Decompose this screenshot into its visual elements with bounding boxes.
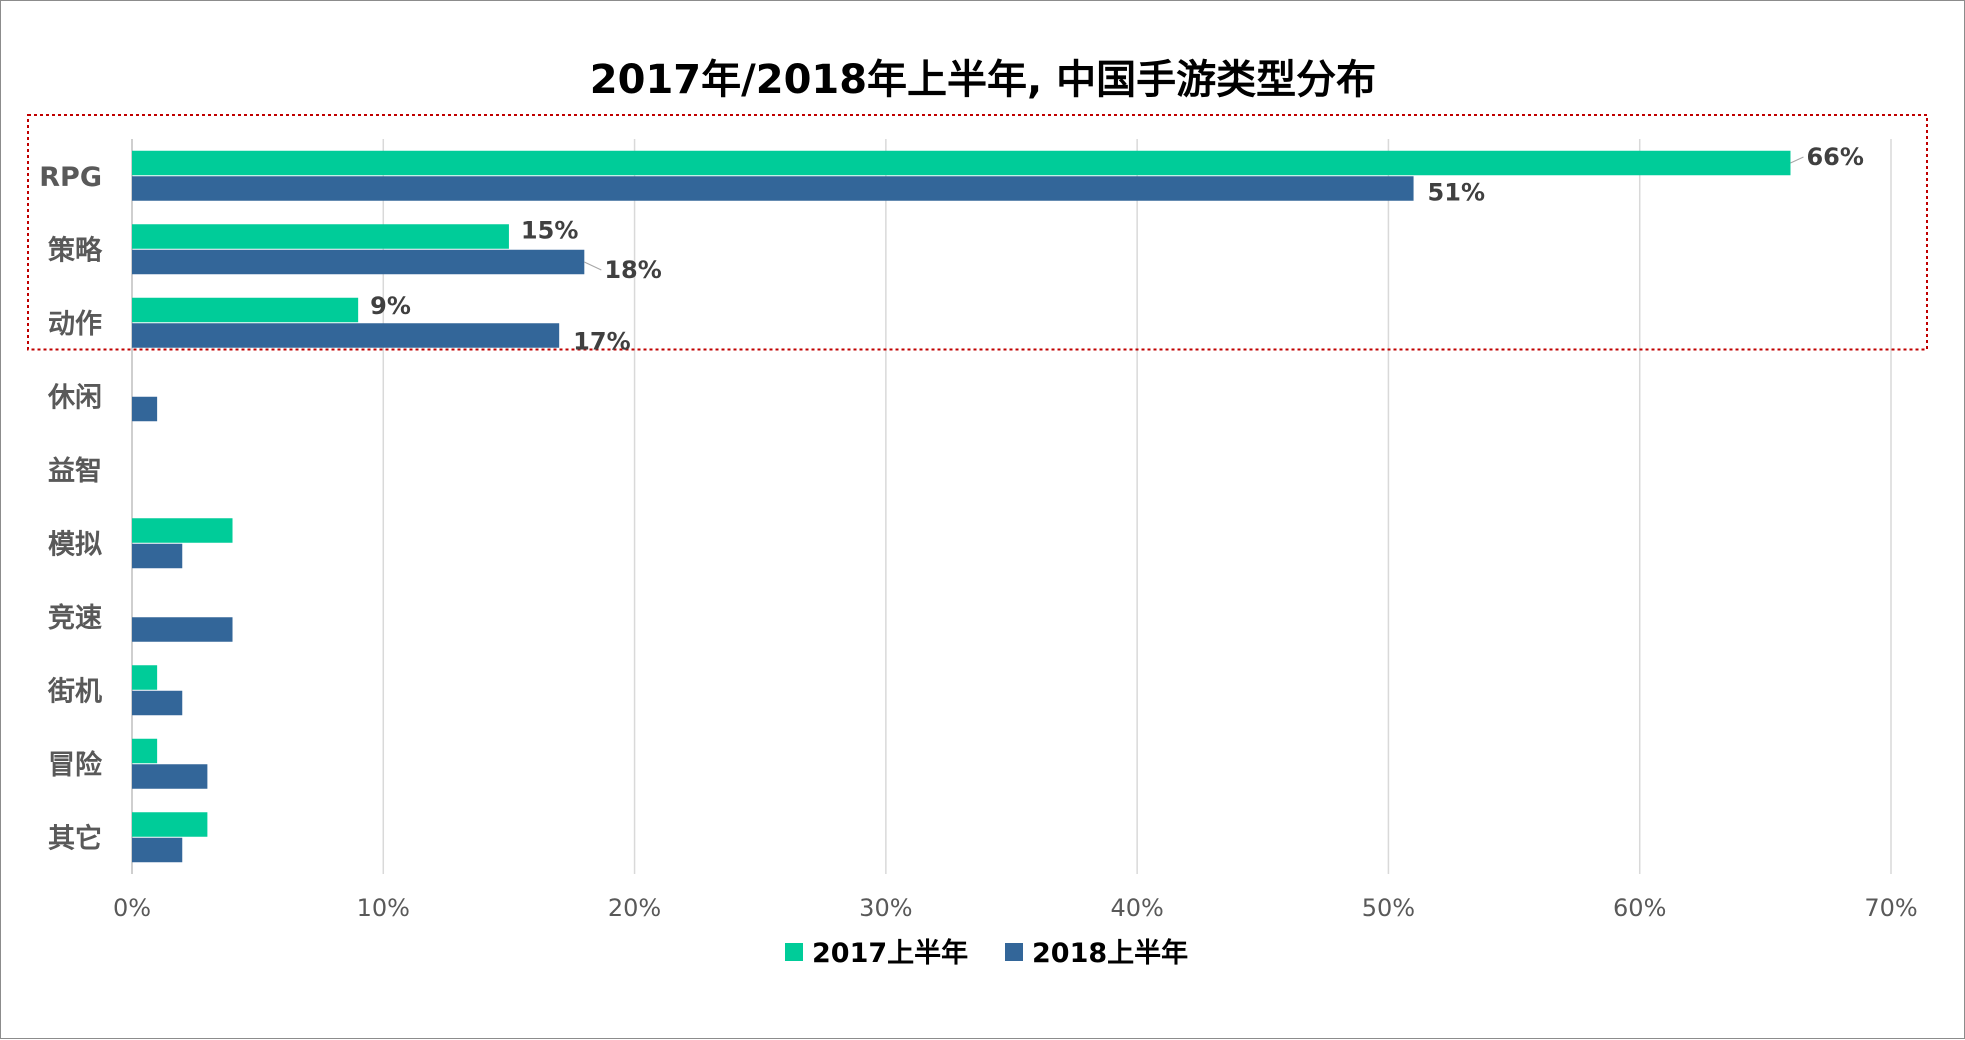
legend-swatch-series-0 [785, 943, 803, 961]
x-tick-label-20: 20% [608, 894, 661, 922]
data-label-cat-2-series-0: 9% [370, 292, 411, 320]
grid-layer [131, 139, 1892, 874]
bar-cat-7-series-0 [132, 665, 158, 690]
chart-title: 2017年/2018年上半年, 中国手游类型分布 [590, 57, 1376, 103]
bar-cat-5-series-0 [132, 518, 233, 543]
legend-label-series-0: 2017上半年 [812, 937, 968, 969]
category-label-cat-5: 模拟 [48, 529, 102, 560]
data-label-cat-2-series-1: 17% [573, 328, 630, 356]
legend-label-series-1: 2018上半年 [1032, 937, 1188, 969]
data-label-cat-1-series-1: 18% [604, 256, 661, 284]
bar-cat-6-series-1 [132, 617, 233, 642]
bar-cat-2-series-0 [132, 297, 359, 323]
category-label-cat-0: RPG [39, 162, 102, 193]
bar-cat-1-series-0 [132, 224, 509, 249]
bar-cat-5-series-1 [132, 543, 183, 569]
category-label-cat-9: 其它 [48, 822, 102, 854]
legend-swatch-series-1 [1005, 943, 1023, 961]
category-label-cat-4: 益智 [48, 456, 102, 487]
highlight-layer [27, 114, 1928, 351]
x-tick-label-10: 10% [357, 894, 410, 922]
category-label-cat-1: 策略 [48, 234, 103, 266]
bar-cat-9-series-0 [132, 812, 208, 837]
bar-cat-9-series-1 [132, 837, 183, 863]
category-label-cat-2: 动作 [48, 309, 102, 340]
x-tick-label-30: 30% [859, 894, 912, 922]
labels-layer: 66% 51% 15% 18% 9% 17% [370, 143, 1864, 356]
leader-line-0 [1790, 156, 1804, 164]
data-label-cat-0-series-1: 51% [1428, 179, 1485, 207]
bar-cat-0-series-0 [132, 150, 1791, 176]
x-tick-label-40: 40% [1110, 894, 1163, 922]
legend: 2017上半年 2018上半年 [785, 937, 1188, 969]
data-label-cat-0-series-0: 66% [1806, 143, 1863, 171]
bar-cat-1-series-1 [132, 249, 585, 275]
bar-cat-0-series-1 [132, 176, 1414, 201]
bar-cat-2-series-1 [132, 323, 560, 348]
bar-cat-8-series-0 [132, 738, 158, 764]
x-tick-label-0: 0% [113, 894, 151, 922]
category-label-cat-8: 冒险 [48, 749, 103, 781]
category-label-cat-6: 竞速 [48, 602, 102, 634]
category-label-cat-7: 街机 [47, 676, 102, 707]
bar-cat-3-series-1 [132, 396, 158, 422]
bars-layer [132, 150, 1791, 863]
x-tick-label-60: 60% [1613, 894, 1666, 922]
highlight-box [27, 114, 1928, 351]
axis-layer: 0% 10% 20% 30% 40% 50% 60% 70% RPG 策略动作休闲益智模拟竞速街机… [39, 162, 1917, 922]
bar-cat-7-series-1 [132, 690, 183, 716]
x-tick-label-70: 70% [1864, 894, 1917, 922]
bar-cat-8-series-1 [132, 764, 208, 789]
category-label-cat-3: 休闲 [47, 382, 102, 413]
leader-line-3 [584, 261, 602, 271]
x-tick-label-50: 50% [1362, 894, 1415, 922]
data-label-cat-1-series-0: 15% [521, 217, 578, 245]
